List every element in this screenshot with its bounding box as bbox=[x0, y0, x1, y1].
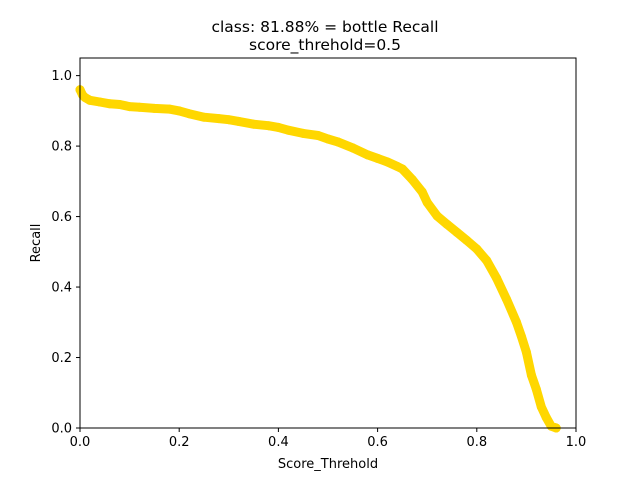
chart-title: class: 81.88% = bottle Recall bbox=[211, 18, 438, 36]
data-point bbox=[249, 119, 259, 129]
x-tick-label: 0.0 bbox=[70, 435, 91, 450]
y-tick-label: 0.0 bbox=[51, 422, 72, 437]
x-axis: 0.0 0.2 0.4 0.6 0.8 1.0 bbox=[70, 428, 587, 450]
data-point bbox=[516, 331, 526, 341]
data-point bbox=[383, 157, 392, 167]
data-point bbox=[512, 317, 521, 327]
x-axis-label: Score_Threhold bbox=[278, 457, 378, 472]
data-point bbox=[397, 164, 407, 174]
data-point bbox=[432, 211, 442, 221]
y-axis: 0.0 0.2 0.4 0.6 0.8 1.0 bbox=[51, 69, 80, 437]
data-point bbox=[531, 384, 541, 394]
x-tick-label: 0.6 bbox=[367, 435, 388, 450]
data-point bbox=[283, 125, 293, 135]
data-point bbox=[273, 122, 283, 132]
data-point bbox=[115, 100, 125, 109]
data-point bbox=[482, 256, 492, 266]
data-point bbox=[363, 150, 373, 160]
data-point bbox=[164, 104, 174, 114]
data-point bbox=[199, 112, 209, 122]
data-point bbox=[298, 128, 308, 138]
x-tick-label: 0.4 bbox=[268, 435, 289, 450]
plot-area bbox=[75, 85, 561, 433]
x-tick-label: 1.0 bbox=[566, 435, 587, 450]
data-point bbox=[373, 153, 383, 163]
data-point bbox=[521, 347, 531, 357]
y-tick-label: 0.8 bbox=[51, 140, 72, 155]
data-point bbox=[174, 106, 184, 116]
data-point bbox=[224, 115, 234, 125]
data-point bbox=[417, 187, 427, 197]
data-point bbox=[264, 121, 273, 131]
data-point bbox=[452, 227, 462, 237]
data-point bbox=[105, 99, 115, 109]
data-point bbox=[472, 244, 482, 254]
y-axis-label: Recall bbox=[29, 224, 44, 263]
data-point bbox=[492, 273, 502, 283]
data-point bbox=[541, 412, 551, 422]
y-tick-label: 1.0 bbox=[51, 69, 72, 84]
data-point bbox=[95, 97, 105, 107]
y-tick-label: 0.2 bbox=[51, 351, 72, 366]
x-tick-label: 0.8 bbox=[466, 435, 487, 450]
series-markers bbox=[75, 85, 561, 433]
data-point bbox=[348, 143, 358, 153]
data-point bbox=[526, 370, 536, 380]
data-point bbox=[407, 175, 417, 185]
data-point bbox=[85, 95, 95, 105]
y-tick-label: 0.4 bbox=[51, 281, 72, 296]
data-point bbox=[536, 402, 546, 412]
data-point bbox=[184, 109, 194, 119]
data-point bbox=[135, 102, 144, 112]
data-point bbox=[313, 131, 323, 140]
data-point bbox=[125, 102, 135, 112]
data-point bbox=[422, 198, 432, 207]
y-tick-label: 0.6 bbox=[51, 210, 72, 225]
data-point bbox=[149, 103, 159, 113]
axes-frame bbox=[79, 57, 577, 429]
data-point bbox=[442, 219, 452, 229]
data-point bbox=[234, 116, 244, 126]
data-point bbox=[323, 134, 333, 144]
chart-subtitle: score_threhold=0.5 bbox=[249, 36, 401, 55]
data-point bbox=[214, 114, 224, 124]
x-tick-label: 0.2 bbox=[169, 435, 190, 450]
data-point bbox=[333, 137, 343, 147]
data-point bbox=[502, 294, 512, 304]
data-point bbox=[462, 236, 472, 245]
